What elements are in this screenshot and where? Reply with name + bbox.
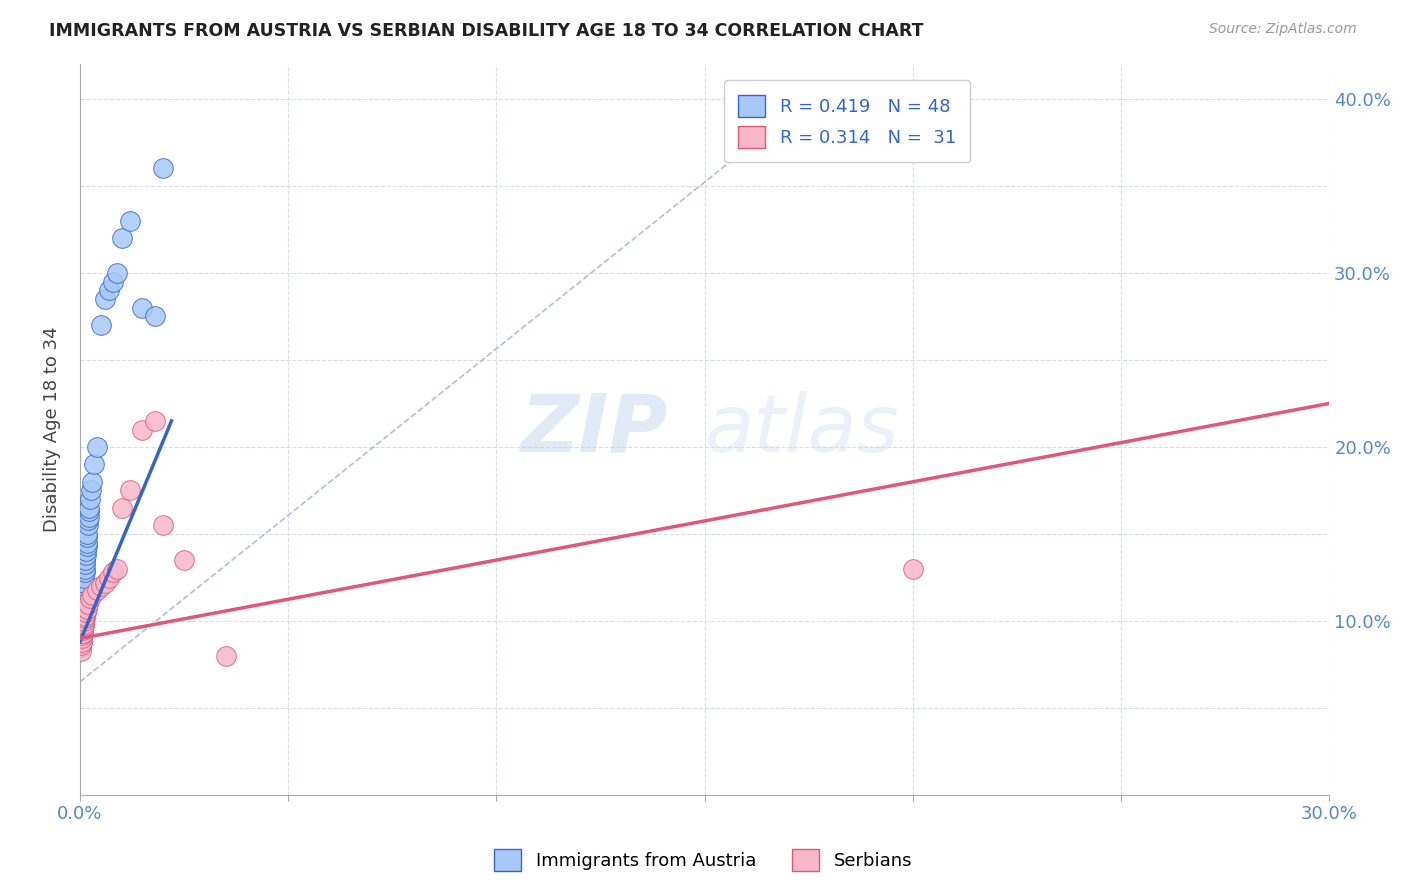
- Point: [131, 301, 153, 315]
- Point: [75, 608, 97, 623]
- Point: [72, 600, 94, 615]
- Legend: R = 0.419   N = 48, R = 0.314   N =  31: R = 0.419 N = 48, R = 0.314 N = 31: [724, 80, 970, 162]
- Point: [75, 605, 97, 619]
- Point: [80, 483, 103, 498]
- Point: [70, 628, 93, 642]
- Point: [72, 623, 94, 637]
- Point: [76, 531, 98, 545]
- Point: [76, 535, 98, 549]
- Point: [143, 310, 166, 324]
- Text: atlas: atlas: [704, 391, 900, 468]
- Point: [77, 513, 100, 527]
- Point: [94, 575, 117, 590]
- Point: [79, 591, 101, 606]
- Point: [131, 423, 153, 437]
- Point: [105, 266, 128, 280]
- Point: [72, 597, 94, 611]
- Point: [73, 614, 96, 628]
- Point: [901, 562, 924, 576]
- Text: Source: ZipAtlas.com: Source: ZipAtlas.com: [1209, 22, 1357, 37]
- Point: [75, 548, 97, 562]
- Point: [72, 605, 94, 619]
- Point: [76, 518, 98, 533]
- Point: [83, 458, 105, 472]
- Point: [73, 575, 96, 590]
- Point: [70, 635, 93, 649]
- Point: [98, 283, 121, 297]
- Point: [73, 579, 96, 593]
- Point: [103, 566, 125, 580]
- Point: [72, 614, 94, 628]
- Point: [76, 527, 98, 541]
- Point: [73, 582, 96, 597]
- Point: [72, 593, 94, 607]
- Point: [77, 509, 100, 524]
- Point: [110, 231, 132, 245]
- Point: [72, 610, 94, 624]
- Point: [77, 504, 100, 518]
- Point: [86, 582, 108, 597]
- Point: [86, 440, 108, 454]
- Point: [73, 570, 96, 584]
- Point: [70, 639, 93, 653]
- Point: [143, 414, 166, 428]
- Point: [75, 557, 97, 571]
- Point: [118, 213, 141, 227]
- Point: [72, 628, 94, 642]
- Point: [70, 632, 93, 646]
- Point: [94, 292, 117, 306]
- Point: [72, 619, 94, 633]
- Point: [73, 617, 96, 632]
- Text: IMMIGRANTS FROM AUSTRIA VS SERBIAN DISABILITY AGE 18 TO 34 CORRELATION CHART: IMMIGRANTS FROM AUSTRIA VS SERBIAN DISAB…: [49, 22, 924, 40]
- Point: [152, 518, 174, 533]
- Point: [118, 483, 141, 498]
- Point: [70, 626, 93, 640]
- Point: [82, 475, 104, 489]
- Point: [173, 553, 195, 567]
- Point: [73, 610, 96, 624]
- Point: [75, 553, 97, 567]
- Point: [152, 161, 174, 176]
- Point: [82, 588, 104, 602]
- Y-axis label: Disability Age 18 to 34: Disability Age 18 to 34: [44, 326, 60, 533]
- Point: [110, 500, 132, 515]
- Point: [70, 632, 93, 646]
- Point: [72, 617, 94, 632]
- Point: [214, 648, 236, 663]
- Legend: Immigrants from Austria, Serbians: Immigrants from Austria, Serbians: [486, 842, 920, 879]
- Point: [79, 500, 101, 515]
- Point: [73, 566, 96, 580]
- Point: [76, 602, 98, 616]
- Text: ZIP: ZIP: [520, 391, 666, 468]
- Point: [70, 635, 93, 649]
- Point: [77, 597, 100, 611]
- Point: [90, 579, 112, 593]
- Point: [76, 539, 98, 553]
- Point: [69, 643, 91, 657]
- Point: [69, 640, 91, 654]
- Point: [90, 318, 112, 332]
- Point: [105, 562, 128, 576]
- Point: [79, 492, 101, 507]
- Point: [75, 544, 97, 558]
- Point: [98, 570, 121, 584]
- Point: [70, 623, 93, 637]
- Point: [72, 588, 94, 602]
- Point: [72, 626, 94, 640]
- Point: [73, 562, 96, 576]
- Point: [103, 275, 125, 289]
